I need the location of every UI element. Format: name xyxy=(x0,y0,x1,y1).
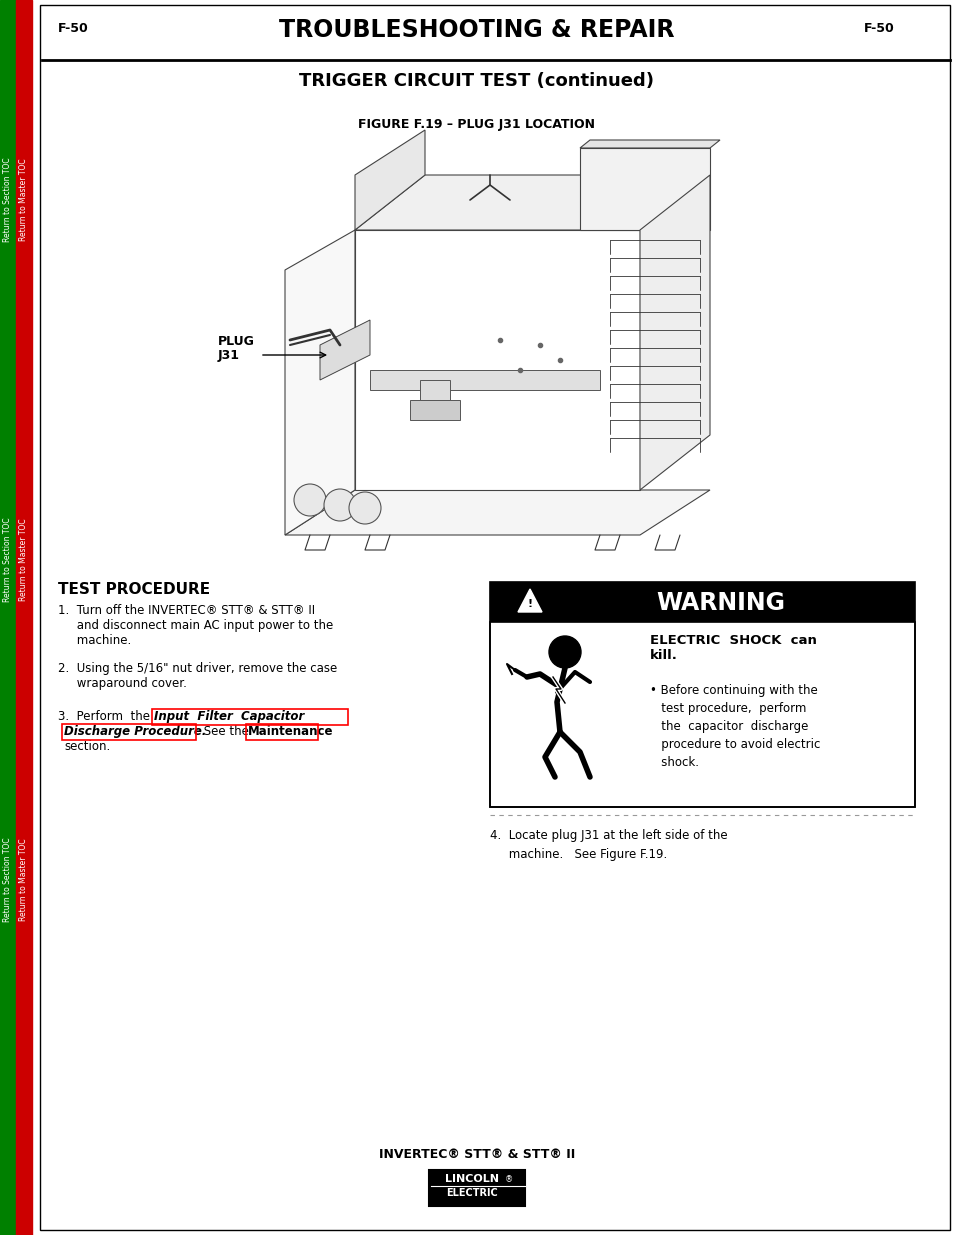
Bar xyxy=(490,582,914,806)
Text: WARNING: WARNING xyxy=(656,592,784,615)
Polygon shape xyxy=(355,130,424,230)
Bar xyxy=(152,709,348,725)
Bar xyxy=(246,724,317,740)
Bar xyxy=(490,622,914,806)
Text: • Before continuing with the
   test procedure,  perform
   the  capacitor  disc: • Before continuing with the test proced… xyxy=(649,684,820,769)
Bar xyxy=(490,582,914,622)
Text: Return to Section TOC: Return to Section TOC xyxy=(4,837,12,923)
Polygon shape xyxy=(355,230,639,490)
Bar xyxy=(62,724,195,740)
Circle shape xyxy=(294,484,326,516)
Text: Discharge Procedure.: Discharge Procedure. xyxy=(64,725,206,739)
Text: F-50: F-50 xyxy=(58,22,89,35)
Polygon shape xyxy=(419,380,450,400)
Text: FIGURE F.19 – PLUG J31 LOCATION: FIGURE F.19 – PLUG J31 LOCATION xyxy=(358,119,595,131)
Text: F-50: F-50 xyxy=(863,22,894,35)
Circle shape xyxy=(548,636,580,668)
Text: machine.: machine. xyxy=(58,634,132,647)
Text: Return to Master TOC: Return to Master TOC xyxy=(19,519,29,601)
Text: 1.  Turn off the INVERTEC® STT® & STT® II: 1. Turn off the INVERTEC® STT® & STT® II xyxy=(58,604,314,618)
Bar xyxy=(429,1170,524,1207)
Text: !: ! xyxy=(527,599,532,609)
Text: ®: ® xyxy=(504,1174,513,1184)
Text: Return to Master TOC: Return to Master TOC xyxy=(19,839,29,921)
Text: Return to Master TOC: Return to Master TOC xyxy=(19,158,29,241)
Text: ELECTRIC: ELECTRIC xyxy=(446,1188,497,1198)
Circle shape xyxy=(324,489,355,521)
Text: TEST PROCEDURE: TEST PROCEDURE xyxy=(58,582,210,597)
Text: TRIGGER CIRCUIT TEST (continued): TRIGGER CIRCUIT TEST (continued) xyxy=(299,72,654,90)
Text: Maintenance: Maintenance xyxy=(248,725,334,739)
Text: 4.  Locate plug J31 at the left side of the
     machine.   See Figure F.19.: 4. Locate plug J31 at the left side of t… xyxy=(490,829,727,861)
Polygon shape xyxy=(285,490,709,535)
Text: LINCOLN: LINCOLN xyxy=(444,1174,498,1184)
Text: INVERTEC® STT® & STT® II: INVERTEC® STT® & STT® II xyxy=(378,1149,575,1161)
Bar xyxy=(16,0,32,1235)
Polygon shape xyxy=(639,175,709,490)
Text: See the: See the xyxy=(200,725,253,739)
Text: Return to Section TOC: Return to Section TOC xyxy=(4,517,12,603)
Circle shape xyxy=(349,492,380,524)
Text: J31: J31 xyxy=(218,350,240,362)
Polygon shape xyxy=(579,140,720,148)
Text: 2.  Using the 5/16" nut driver, remove the case: 2. Using the 5/16" nut driver, remove th… xyxy=(58,662,337,676)
Text: Input  Filter  Capacitor: Input Filter Capacitor xyxy=(153,710,304,722)
Polygon shape xyxy=(319,320,370,380)
Polygon shape xyxy=(370,370,599,390)
Text: wraparound cover.: wraparound cover. xyxy=(58,677,187,690)
Text: PLUG: PLUG xyxy=(218,335,254,348)
Text: and disconnect main AC input power to the: and disconnect main AC input power to th… xyxy=(58,619,333,632)
Text: section.: section. xyxy=(64,740,111,753)
Bar xyxy=(0,0,16,1235)
Text: ELECTRIC  SHOCK  can
kill.: ELECTRIC SHOCK can kill. xyxy=(649,634,816,662)
Polygon shape xyxy=(285,230,355,535)
Text: TROUBLESHOOTING & REPAIR: TROUBLESHOOTING & REPAIR xyxy=(279,19,674,42)
Polygon shape xyxy=(517,589,541,613)
Polygon shape xyxy=(355,175,709,230)
Polygon shape xyxy=(410,400,459,420)
Polygon shape xyxy=(579,148,709,230)
Text: 3.  Perform  the: 3. Perform the xyxy=(58,710,150,722)
Text: Return to Section TOC: Return to Section TOC xyxy=(4,158,12,242)
